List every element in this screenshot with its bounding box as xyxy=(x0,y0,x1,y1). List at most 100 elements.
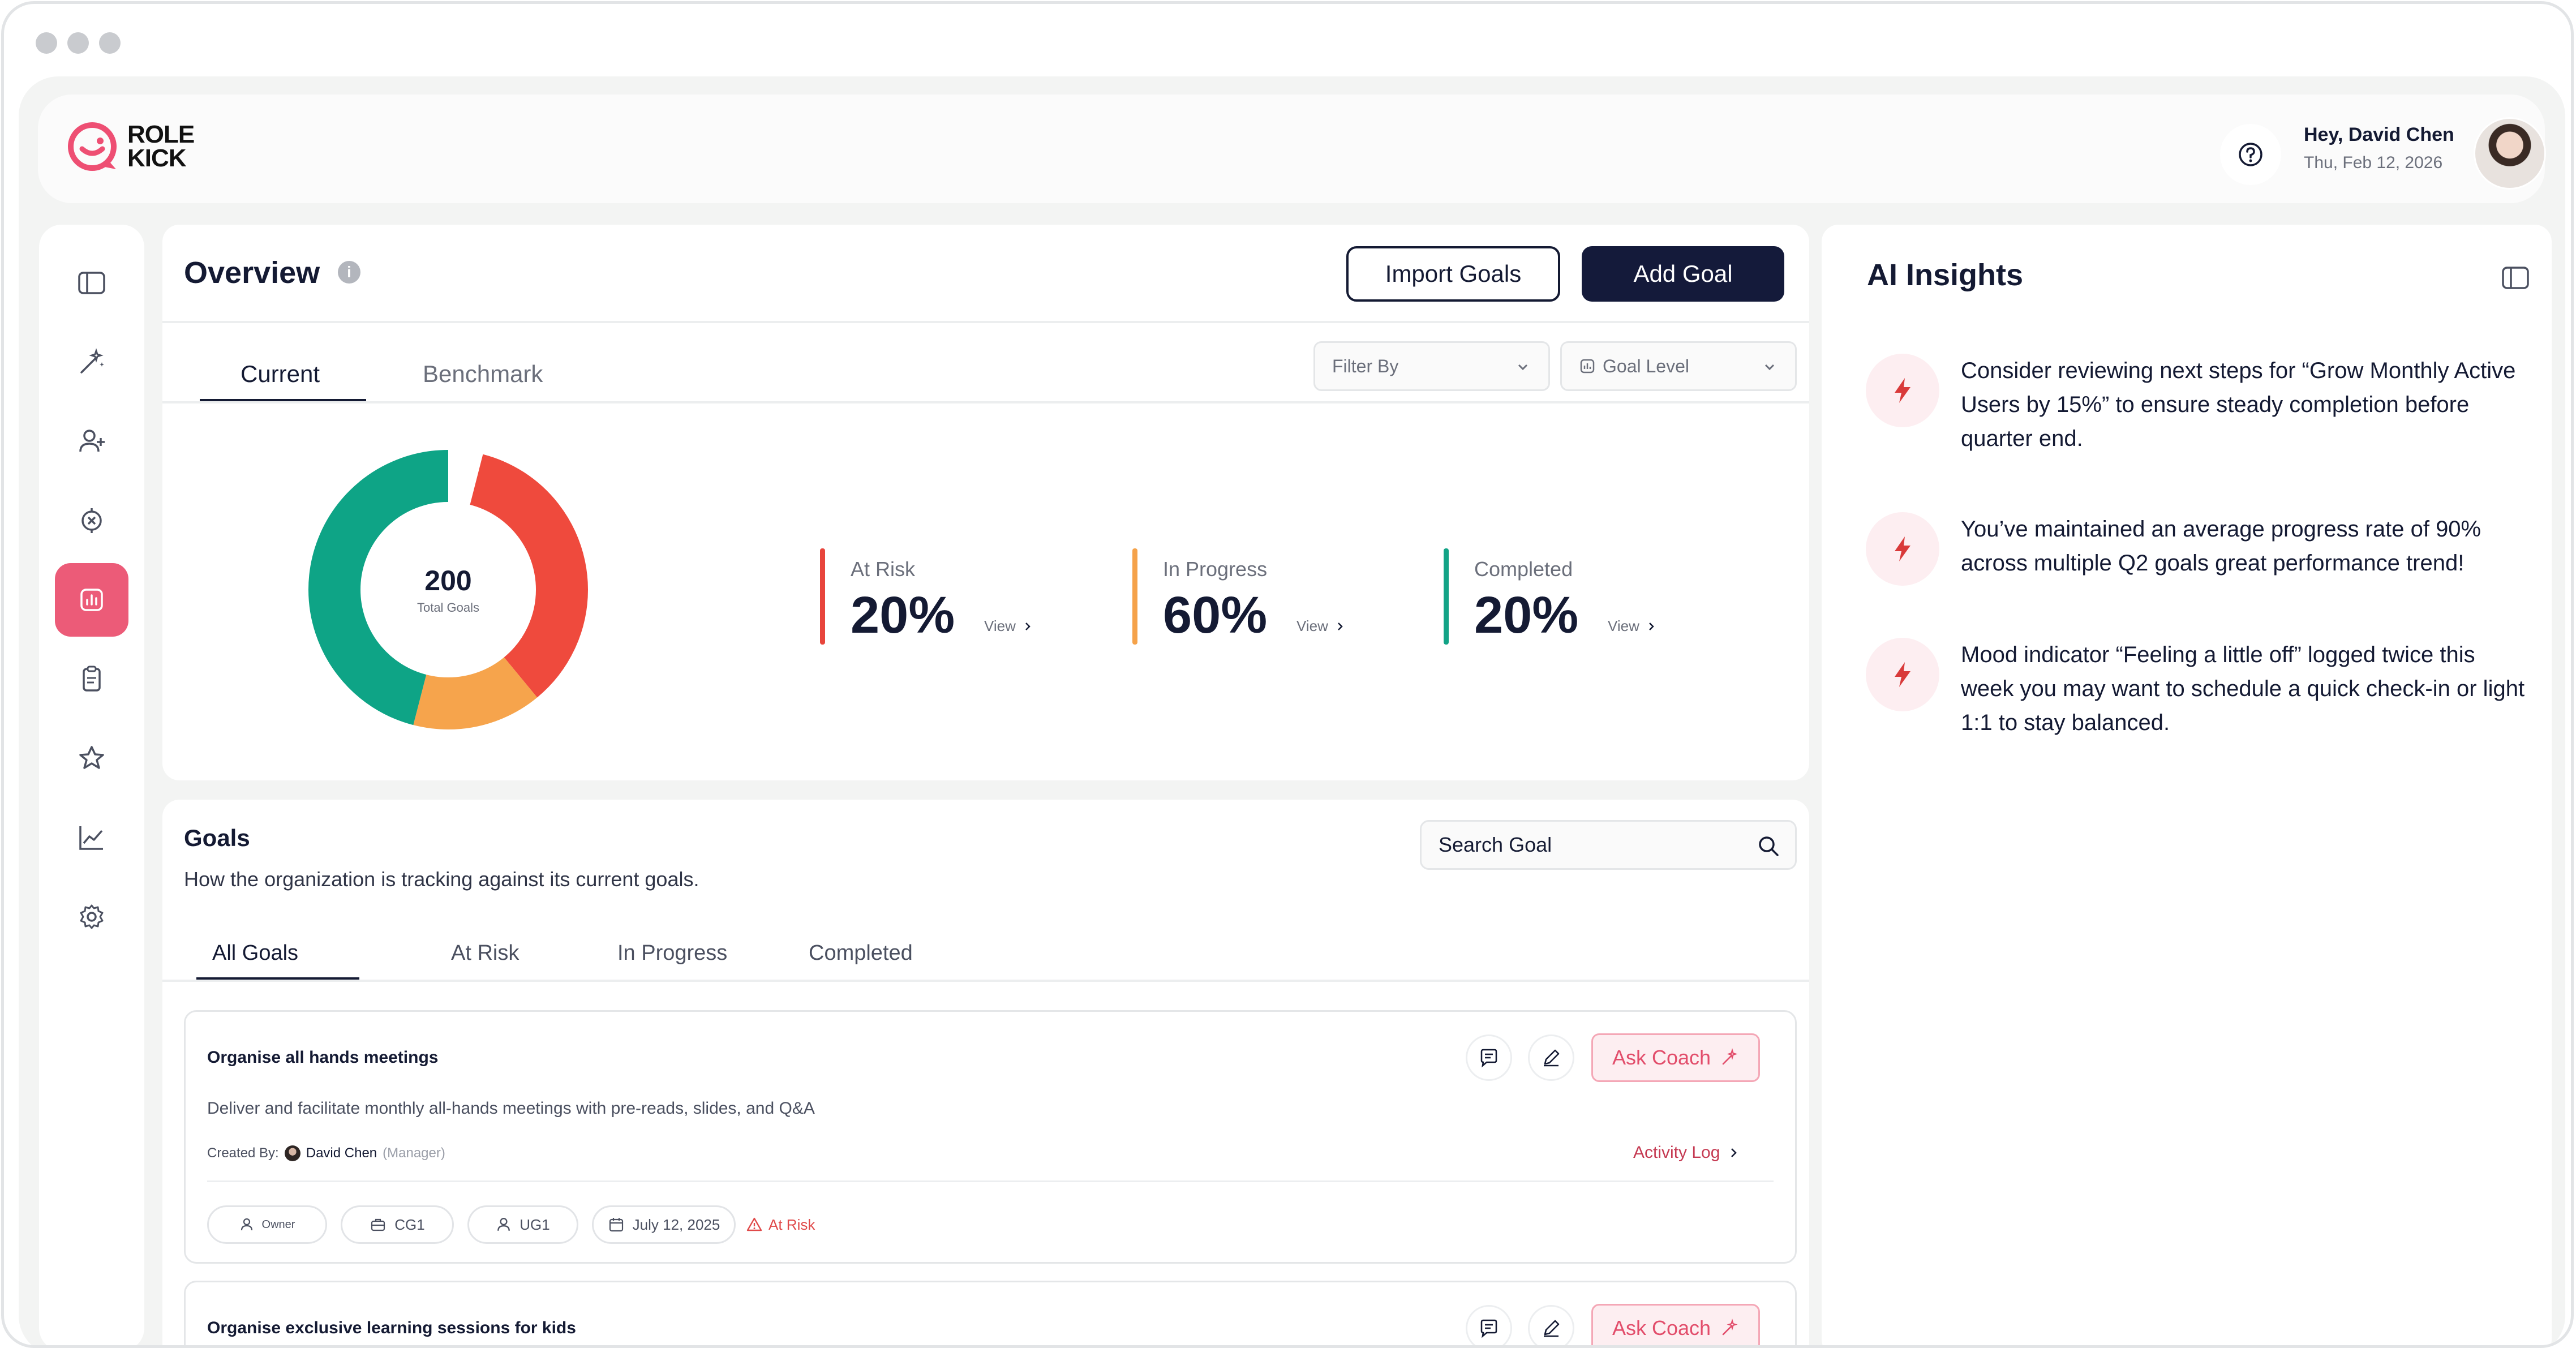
ug-chip[interactable]: UG1 xyxy=(467,1205,578,1244)
tab-current[interactable]: Current xyxy=(241,360,320,387)
view-label: View xyxy=(984,617,1016,634)
sidebar-item-analytics[interactable] xyxy=(55,801,128,874)
goal-level-select[interactable]: Goal Level xyxy=(1560,341,1797,391)
search-icon xyxy=(1759,836,1779,856)
view-at-risk-link[interactable]: View xyxy=(984,617,1033,635)
level-icon xyxy=(1580,359,1595,374)
panel-toggle-button[interactable] xyxy=(2500,262,2531,297)
goal-title: Organise all hands meetings xyxy=(207,1048,439,1067)
comment-button[interactable] xyxy=(1466,1305,1512,1345)
creator-name: David Chen xyxy=(306,1145,377,1161)
window-minimize-dot[interactable] xyxy=(67,32,89,54)
insight-text: You’ve maintained an average progress ra… xyxy=(1961,517,2481,576)
donut-center: 200 Total Goals xyxy=(308,450,588,729)
goal-level-label: Goal Level xyxy=(1603,355,1689,376)
sidebar-item-favorites[interactable] xyxy=(55,722,128,795)
ask-coach-button[interactable]: Ask Coach xyxy=(1591,1033,1760,1082)
calendar-icon xyxy=(609,1218,623,1232)
add-goal-button[interactable]: Add Goal xyxy=(1582,246,1784,302)
stat-label: At Risk xyxy=(851,557,916,581)
star-icon xyxy=(79,746,104,769)
chevron-down-icon xyxy=(1518,364,1528,371)
user-add-icon xyxy=(79,430,105,452)
sidebar-toggle-button[interactable] xyxy=(55,246,128,320)
help-button[interactable] xyxy=(2220,124,2281,185)
date-chip[interactable]: July 12, 2025 xyxy=(592,1205,736,1244)
tab-benchmark[interactable]: Benchmark xyxy=(423,360,543,387)
pencil-icon xyxy=(1544,1049,1560,1067)
window-close-dot[interactable] xyxy=(36,32,57,54)
chevron-right-icon xyxy=(1025,622,1031,630)
goals-panel: Goals How the organization is tracking a… xyxy=(162,800,1809,1345)
donut-slice-at-risk[interactable] xyxy=(308,450,588,729)
current-date: Thu, Feb 12, 2026 xyxy=(2304,153,2443,172)
ai-insights-title: AI Insights xyxy=(1867,258,2024,292)
status-badge: At Risk xyxy=(746,1205,815,1244)
avatar[interactable] xyxy=(2474,117,2546,190)
logo-line-1: ROLE xyxy=(127,121,195,148)
sparkle-wand-icon xyxy=(1722,1319,1738,1336)
created-by-label: Created By: xyxy=(207,1145,279,1161)
sidebar-item-settings[interactable] xyxy=(55,880,128,954)
logo[interactable]: ROLE KICK xyxy=(65,119,195,174)
tab-at-risk[interactable]: At Risk xyxy=(451,941,520,965)
stat-bar-in-progress xyxy=(1132,548,1137,645)
comment-button[interactable] xyxy=(1466,1034,1512,1081)
sidebar-item-dashboard[interactable] xyxy=(55,563,128,637)
panel-toggle-icon xyxy=(2502,267,2529,289)
sidebar-item-ai[interactable] xyxy=(55,325,128,399)
goals-donut-chart: 200 Total Goals xyxy=(308,450,588,729)
chart-line-icon xyxy=(79,826,103,850)
sidebar-item-target[interactable] xyxy=(55,484,128,557)
creator-role: (Manager) xyxy=(383,1145,445,1161)
insight-item[interactable]: You’ve maintained an average progress ra… xyxy=(1866,512,2528,586)
divider xyxy=(162,321,1809,323)
edit-button[interactable] xyxy=(1528,1034,1574,1081)
chevron-right-icon xyxy=(1731,1148,1737,1157)
goal-card[interactable]: Organise exclusive learning sessions for… xyxy=(184,1281,1797,1345)
sidebar-item-tasks[interactable] xyxy=(55,642,128,716)
activity-log-link[interactable]: Activity Log xyxy=(1633,1143,1739,1162)
donut-slice-completed[interactable] xyxy=(308,450,588,729)
view-completed-link[interactable]: View xyxy=(1608,617,1656,635)
ug-label: UG1 xyxy=(520,1216,550,1233)
view-label: View xyxy=(1608,617,1639,634)
tab-all-goals[interactable]: All Goals xyxy=(212,941,299,965)
stat-label: Completed xyxy=(1474,557,1573,581)
activity-log-label: Activity Log xyxy=(1633,1143,1720,1162)
sidebar-toggle-icon xyxy=(78,272,105,294)
date-label: July 12, 2025 xyxy=(632,1216,720,1233)
user-icon xyxy=(241,1218,252,1231)
view-in-progress-link[interactable]: View xyxy=(1296,617,1345,635)
window-maximize-dot[interactable] xyxy=(99,32,121,54)
insight-text: Consider reviewing next steps for “Grow … xyxy=(1961,358,2516,451)
goal-card[interactable]: Organise all hands meetings Ask Coach De… xyxy=(184,1010,1797,1264)
tab-indicator xyxy=(196,977,359,980)
sidebar-item-add-user[interactable] xyxy=(55,405,128,478)
stat-value: 60% xyxy=(1163,586,1268,644)
cg-chip[interactable]: CG1 xyxy=(341,1205,454,1244)
import-goals-button[interactable]: Import Goals xyxy=(1346,246,1560,302)
view-label: View xyxy=(1296,617,1328,634)
edit-button[interactable] xyxy=(1528,1305,1574,1345)
clipboard-icon xyxy=(83,666,101,692)
donut-slice-in-progress[interactable] xyxy=(308,450,588,729)
ask-coach-button[interactable]: Ask Coach xyxy=(1591,1304,1760,1345)
search-placeholder: Search Goal xyxy=(1439,833,1552,856)
overview-panel: Overview i Import Goals Add Goal Current… xyxy=(162,225,1809,780)
sparkles-icon xyxy=(80,348,104,374)
tab-completed[interactable]: Completed xyxy=(809,941,913,965)
info-icon[interactable]: i xyxy=(338,261,360,284)
page-title: Overview xyxy=(184,256,320,290)
ask-coach-label: Ask Coach xyxy=(1612,1316,1711,1340)
insight-item[interactable]: Consider reviewing next steps for “Grow … xyxy=(1866,354,2528,461)
owner-chip[interactable]: Owner xyxy=(207,1205,327,1244)
search-input[interactable]: Search Goal xyxy=(1420,820,1797,870)
filter-by-select[interactable]: Filter By xyxy=(1313,341,1550,391)
insight-item[interactable]: Mood indicator “Feeling a little off” lo… xyxy=(1866,638,2528,745)
stat-bar-at-risk xyxy=(820,548,825,645)
tab-in-progress[interactable]: In Progress xyxy=(617,941,728,965)
logo-line-2: KICK xyxy=(127,144,187,172)
top-header: ROLE KICK Hey, David Chen Thu, Feb 12, 2… xyxy=(38,95,2546,203)
goal-title: Organise exclusive learning sessions for… xyxy=(207,1319,576,1337)
